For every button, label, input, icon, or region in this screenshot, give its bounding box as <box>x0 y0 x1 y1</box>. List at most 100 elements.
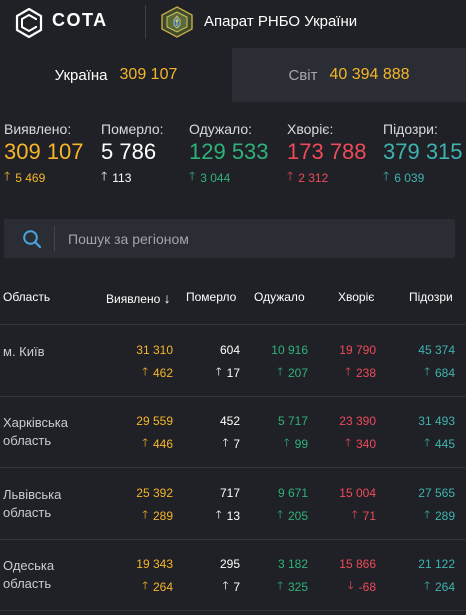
stat-active-label: Хворіє: <box>287 121 334 137</box>
search-input[interactable] <box>68 219 438 258</box>
arrow-up-icon: 🡑 <box>189 169 196 183</box>
cell-deaths: 295 🡑 7 <box>220 557 240 596</box>
cell-confirmed: 31 310 🡑 462 <box>136 343 173 382</box>
table-divider <box>0 467 466 468</box>
cell-suspected-delta: 🡑 264 <box>418 577 455 596</box>
stat-active-delta: 🡑 2 312 <box>287 167 367 188</box>
stat-recovered-delta-value: 3 044 <box>200 170 231 185</box>
arrow-up-icon: 🡑 <box>222 580 229 592</box>
arrow-up-icon: 🡑 <box>424 366 430 378</box>
arrow-up-icon: 🡑 <box>345 366 351 378</box>
arrow-up-icon: 🡑 <box>215 509 222 521</box>
arrow-up-icon: 🡑 <box>277 580 283 592</box>
tab-ukraine-value: 309 107 <box>119 66 178 83</box>
arrow-up-icon: 🡑 <box>215 366 222 378</box>
cell-active: 15 866 🡓 -68 <box>339 557 376 596</box>
arrow-up-icon: 🡑 <box>142 366 148 378</box>
tab-world[interactable]: Світ 40 394 888 <box>232 48 466 102</box>
cell-active-delta: 🡓 -68 <box>339 577 376 596</box>
cell-recovered-delta-value: 205 <box>287 508 308 523</box>
cell-active-delta: 🡑 340 <box>339 434 376 453</box>
cell-suspected-delta-value: 445 <box>434 436 455 451</box>
cell-deaths-delta: 🡑 7 <box>220 434 240 453</box>
stat-active-delta-value: 2 312 <box>298 170 329 185</box>
stat-suspected-value: 379 315 <box>383 139 463 164</box>
column-header-active[interactable]: Хворіє <box>338 290 375 304</box>
search-icon[interactable] <box>22 229 42 249</box>
cell-deaths-value: 295 <box>219 557 240 571</box>
tab-ukraine[interactable]: Україна 309 107 <box>0 48 232 102</box>
stat-suspected-label: Підозри: <box>383 121 438 137</box>
cell-recovered: 10 916 🡑 207 <box>271 343 308 382</box>
cell-deaths-delta-value: 7 <box>233 436 240 451</box>
arrow-up-icon: 🡑 <box>287 169 294 183</box>
table-divider <box>0 396 466 397</box>
brand-name[interactable]: COTA <box>52 10 108 30</box>
arrow-up-icon: 🡑 <box>424 437 430 449</box>
cell-recovered-value: 9 671 <box>277 486 308 500</box>
cell-suspected-delta: 🡑 684 <box>418 363 455 382</box>
table-divider <box>0 610 466 611</box>
arrow-up-icon: 🡑 <box>142 580 148 592</box>
cell-confirmed-value: 19 343 <box>136 557 173 571</box>
cell-confirmed-delta: 🡑 446 <box>136 434 173 453</box>
cell-deaths-delta: 🡑 17 <box>216 363 240 382</box>
cell-active-delta-value: -68 <box>358 579 376 594</box>
cell-deaths-delta-value: 13 <box>226 508 240 523</box>
stat-confirmed: Виявлено: 309 107 🡑 5 469 <box>4 121 84 188</box>
arrow-up-icon: 🡑 <box>345 437 351 449</box>
column-header-confirmed-label: Виявлено <box>106 292 161 306</box>
cell-recovered: 9 671 🡑 205 <box>277 486 308 525</box>
cell-deaths-value: 452 <box>219 414 240 428</box>
cell-deaths: 604 🡑 17 <box>216 343 240 382</box>
cell-suspected-delta-value: 684 <box>434 365 455 380</box>
region-name[interactable]: Львівська область <box>3 487 62 520</box>
column-header-suspected[interactable]: Підозри <box>409 290 453 304</box>
cell-confirmed: 29 559 🡑 446 <box>136 414 173 453</box>
region-name[interactable]: Одеська область <box>3 558 55 591</box>
cell-active-delta-value: 340 <box>355 436 376 451</box>
cell-confirmed-delta: 🡑 264 <box>136 577 173 596</box>
arrow-up-icon: 🡑 <box>383 169 390 183</box>
arrow-up-icon: 🡑 <box>222 437 229 449</box>
cell-recovered-value: 3 182 <box>277 557 308 571</box>
column-header-recovered[interactable]: Одужало <box>254 290 305 304</box>
cell-suspected: 45 374 🡑 684 <box>418 343 455 382</box>
column-header-region[interactable]: Область <box>3 290 51 304</box>
cell-active-delta-value: 71 <box>362 508 376 523</box>
cell-recovered-delta-value: 99 <box>294 436 308 451</box>
stat-confirmed-delta-value: 5 469 <box>15 170 46 185</box>
region-name[interactable]: Харківська область <box>3 415 68 448</box>
cota-logo-icon[interactable] <box>14 8 44 38</box>
stat-confirmed-delta: 🡑 5 469 <box>4 167 84 188</box>
tab-ukraine-label: Україна <box>54 66 108 84</box>
scope-tabs: Україна 309 107 Світ 40 394 888 <box>0 48 466 102</box>
cell-deaths-value: 604 <box>219 343 240 357</box>
cell-active-value: 19 790 <box>339 343 376 357</box>
column-header-confirmed[interactable]: Виявлено ↓ <box>106 290 171 306</box>
arrow-up-icon: 🡑 <box>277 366 283 378</box>
cell-recovered-value: 5 717 <box>277 414 308 428</box>
cell-suspected: 27 565 🡑 289 <box>418 486 455 525</box>
column-header-deaths[interactable]: Померло <box>186 290 237 304</box>
arrow-up-icon: 🡑 <box>142 509 148 521</box>
cell-recovered-delta: 🡑 99 <box>278 434 308 453</box>
cell-deaths-delta-value: 7 <box>233 579 240 594</box>
stat-suspected: Підозри: 379 315 🡑 6 039 <box>383 121 463 188</box>
cell-confirmed-delta: 🡑 289 <box>136 506 173 525</box>
search-separator <box>54 226 55 251</box>
stat-recovered: Одужало: 129 533 🡑 3 044 <box>189 121 269 188</box>
cell-suspected: 31 493 🡑 445 <box>418 414 455 453</box>
cell-active: 23 390 🡑 340 <box>339 414 376 453</box>
table-divider <box>0 539 466 540</box>
stat-confirmed-label: Виявлено: <box>4 121 72 137</box>
cell-active: 19 790 🡑 238 <box>339 343 376 382</box>
region-name[interactable]: м. Київ <box>3 344 45 359</box>
cell-active-value: 15 866 <box>339 557 376 571</box>
arrow-up-icon: 🡑 <box>4 169 11 183</box>
cell-active: 15 004 🡑 71 <box>339 486 376 525</box>
cell-suspected-delta: 🡑 445 <box>418 434 455 453</box>
stat-deaths: Померло: 5 786 🡑 113 <box>101 121 164 188</box>
cell-recovered-value: 10 916 <box>271 343 308 357</box>
arrow-up-icon: 🡑 <box>277 509 283 521</box>
